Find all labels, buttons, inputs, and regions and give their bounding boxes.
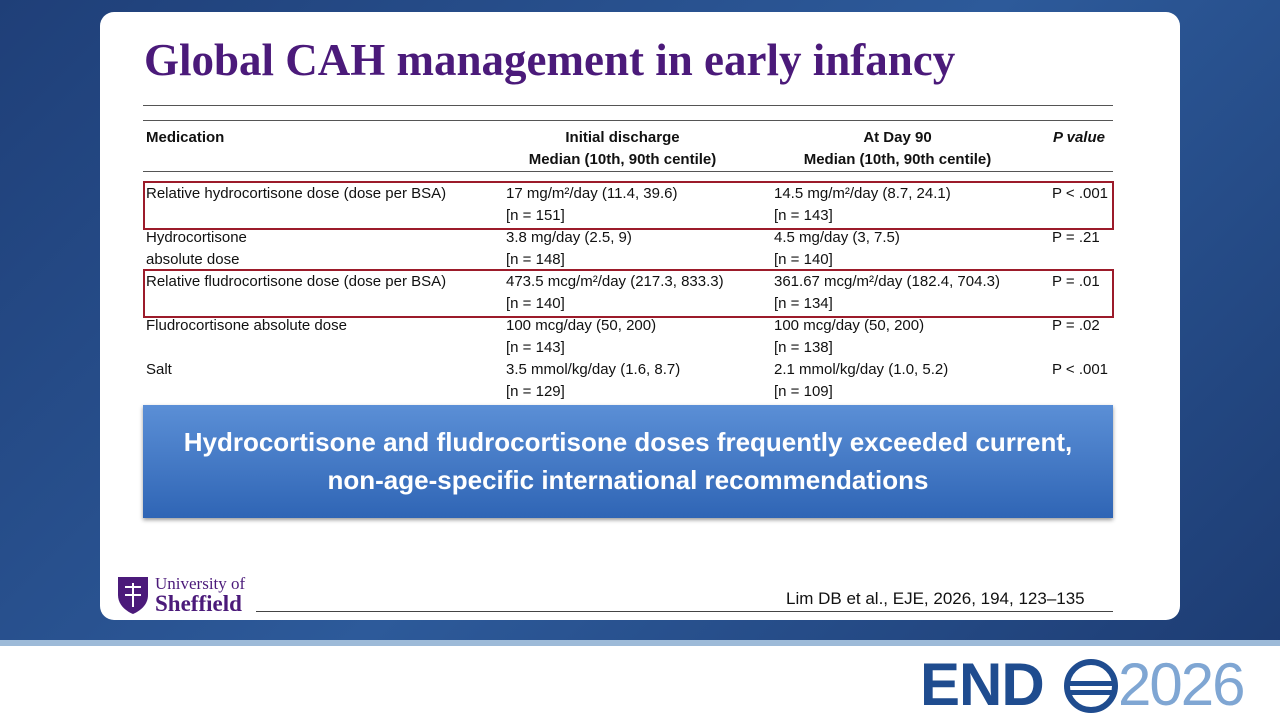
day90-value: 361.67 mcg/m²/day (182.4, 704.3) xyxy=(774,273,1000,290)
column-subheader: Median (10th, 90th centile) xyxy=(528,151,717,168)
brand-left: END xyxy=(920,651,1045,718)
day90-value: 100 mcg/day (50, 200) xyxy=(774,317,925,334)
slide-title: Global CAH management in early infancy xyxy=(144,35,956,85)
highlight-box xyxy=(143,269,1114,318)
initial-value: 3.8 mg/day (2.5, 9) xyxy=(506,229,632,246)
p-value: P = .02 xyxy=(1052,317,1100,334)
initial-value: 473.5 mcg/m²/day (217.3, 833.3) xyxy=(506,273,724,290)
citation: Lim DB et al., EJE, 2026, 194, 123–135 xyxy=(786,589,1085,608)
rule xyxy=(143,105,1113,106)
initial-value: 100 mcg/day (50, 200) xyxy=(506,317,657,334)
initial-n: [n = 140] xyxy=(506,295,565,312)
day90-n: [n = 140] xyxy=(774,251,833,268)
logo-text: University of xyxy=(155,574,246,593)
initial-n: [n = 151] xyxy=(506,207,565,224)
brand-globe xyxy=(1064,659,1118,713)
logo-text: Sheffield xyxy=(155,591,242,616)
rule xyxy=(256,611,1113,612)
initial-value: 17 mg/m²/day (11.4, 39.6) xyxy=(506,185,678,202)
logo-crest xyxy=(118,577,148,614)
day90-n: [n = 143] xyxy=(774,207,833,224)
initial-n: [n = 143] xyxy=(506,339,565,356)
p-value: P < .001 xyxy=(1052,361,1109,378)
day90-n: [n = 109] xyxy=(774,383,833,400)
medication: Salt xyxy=(146,361,172,378)
medication: Relative hydrocortisone dose (dose per B… xyxy=(146,185,447,202)
day90-value: 14.5 mg/m²/day (8.7, 24.1) xyxy=(774,185,951,202)
rule xyxy=(143,120,1113,121)
day90-value: 2.1 mmol/kg/day (1.0, 5.2) xyxy=(774,361,949,378)
day90-n: [n = 138] xyxy=(774,339,833,356)
p-value: P < .001 xyxy=(1052,185,1109,202)
initial-n: [n = 148] xyxy=(506,251,565,268)
initial-n: [n = 129] xyxy=(506,383,565,400)
rule xyxy=(143,171,1113,172)
p-value: P = .01 xyxy=(1052,273,1100,290)
medication: Relative fludrocortisone dose (dose per … xyxy=(146,273,447,290)
callout: Hydrocortisone and fludrocortisone doses… xyxy=(143,405,1113,518)
p-value: P = .21 xyxy=(1052,229,1100,246)
brand-right: 2026 xyxy=(1118,651,1245,718)
column-header: Medication xyxy=(146,129,225,146)
medication: Hydrocortisone absolute dose xyxy=(146,229,247,268)
column-header: P value xyxy=(1053,129,1105,146)
day90-n: [n = 134] xyxy=(774,295,833,312)
highlight-box xyxy=(143,181,1114,230)
medication: Fludrocortisone absolute dose xyxy=(146,317,347,334)
day90-value: 4.5 mg/day (3, 7.5) xyxy=(774,229,900,246)
column-header: Initial discharge xyxy=(565,129,680,146)
column-header: At Day 90 xyxy=(863,129,932,146)
column-subheader: Median (10th, 90th centile) xyxy=(803,151,992,168)
initial-value: 3.5 mmol/kg/day (1.6, 8.7) xyxy=(506,361,681,378)
